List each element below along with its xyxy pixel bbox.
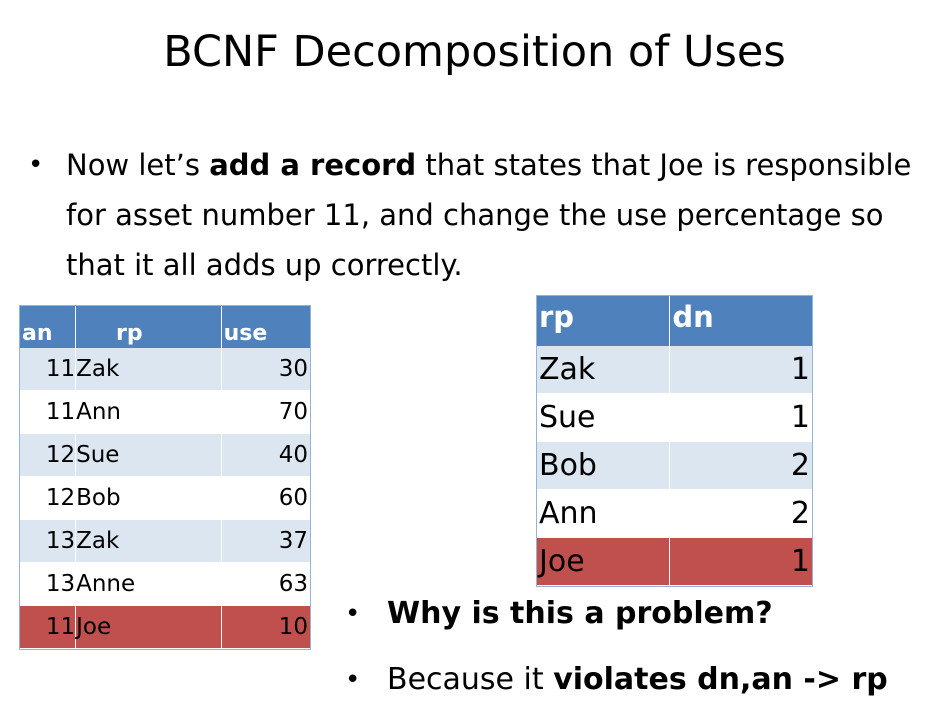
question-bullet: • Why is this a problem?	[345, 588, 945, 640]
rp-dn-header-dn: dn	[669, 296, 812, 346]
cell-use: 30	[221, 348, 310, 391]
rp-dn-table: rp dn Zak 1 Sue 1 Bob 2 Ann 2 Joe 1	[536, 295, 813, 587]
cell-dn: 1	[669, 537, 812, 586]
intro-bold: add a record	[209, 148, 417, 182]
cell-dn: 1	[669, 393, 812, 442]
table-row: 13 Zak 37	[20, 519, 310, 563]
uses-header-use: use	[221, 306, 310, 348]
bullet-icon: •	[345, 599, 361, 629]
cell-an: 11	[20, 348, 77, 391]
cell-use: 63	[221, 562, 310, 606]
table-row: 12 Bob 60	[20, 476, 310, 520]
table-row: Ann 2	[537, 489, 812, 538]
cell-an: 13	[20, 519, 77, 563]
cell-use: 10	[221, 605, 310, 649]
cell-an: 11	[20, 390, 77, 434]
intro-bullet-row: • Now let’s add a record that states tha…	[28, 140, 928, 290]
uses-table: an rp use 11 Zak 30 11 Ann 70 12 Sue 40 …	[19, 305, 311, 650]
slide-title: BCNF Decomposition of Uses	[163, 27, 786, 77]
cell-an: 11	[20, 605, 77, 649]
cell-use: 60	[221, 476, 310, 520]
intro-bullet: • Now let’s add a record that states tha…	[28, 140, 928, 290]
cell-dn: 2	[669, 489, 812, 538]
uses-header-an: an	[20, 306, 77, 348]
cell-rp: Joe	[75, 605, 222, 649]
cell-an: 12	[20, 476, 77, 520]
bullet-icon: •	[28, 150, 44, 180]
uses-table-header: an rp use	[20, 306, 310, 348]
answer-bullet: • Because it violates dn,an -> rp	[345, 654, 945, 706]
table-row: Sue 1	[537, 393, 812, 442]
cell-rp: Bob	[537, 441, 671, 490]
highlighted-table-row: Joe 1	[537, 537, 812, 586]
cell-dn: 1	[669, 346, 812, 394]
cell-rp: Ann	[537, 489, 671, 538]
intro-prefix: Now let’s	[66, 148, 210, 182]
cell-rp: Bob	[75, 476, 222, 520]
highlighted-table-row: 11 Joe 10	[20, 605, 310, 649]
bottom-bullets: • Why is this a problem? • Because it vi…	[345, 588, 945, 720]
table-row: 11 Ann 70	[20, 390, 310, 434]
table-row: Bob 2	[537, 441, 812, 490]
cell-use: 70	[221, 390, 310, 434]
question-text: Why is this a problem?	[387, 596, 773, 631]
rp-dn-header-rp: rp	[537, 296, 671, 346]
cell-rp: Joe	[537, 537, 671, 586]
rp-dn-table-header: rp dn	[537, 296, 812, 346]
uses-header-rp: rp	[75, 306, 222, 348]
cell-use: 37	[221, 519, 310, 563]
cell-rp: Zak	[537, 346, 671, 394]
cell-use: 40	[221, 433, 310, 477]
cell-dn: 2	[669, 441, 812, 490]
answer-bold: violates dn,an -> rp	[553, 662, 888, 697]
table-row: 13 Anne 63	[20, 562, 310, 606]
cell-rp: Sue	[75, 433, 222, 477]
cell-an: 12	[20, 433, 77, 477]
table-row: Zak 1	[537, 346, 812, 394]
cell-rp: Zak	[75, 348, 222, 391]
answer-text: Because it violates dn,an -> rp	[387, 654, 888, 706]
cell-an: 13	[20, 562, 77, 606]
table-row: 12 Sue 40	[20, 433, 310, 477]
intro-text: Now let’s add a record that states that …	[66, 140, 928, 290]
answer-prefix: Because it	[387, 662, 554, 697]
bullet-icon: •	[345, 665, 361, 695]
cell-rp: Zak	[75, 519, 222, 563]
cell-rp: Sue	[537, 393, 671, 442]
cell-rp: Anne	[75, 562, 222, 606]
cell-rp: Ann	[75, 390, 222, 434]
intro-suffix: that states that Joe is responsible for …	[66, 148, 912, 282]
table-row: 11 Zak 30	[20, 348, 310, 391]
